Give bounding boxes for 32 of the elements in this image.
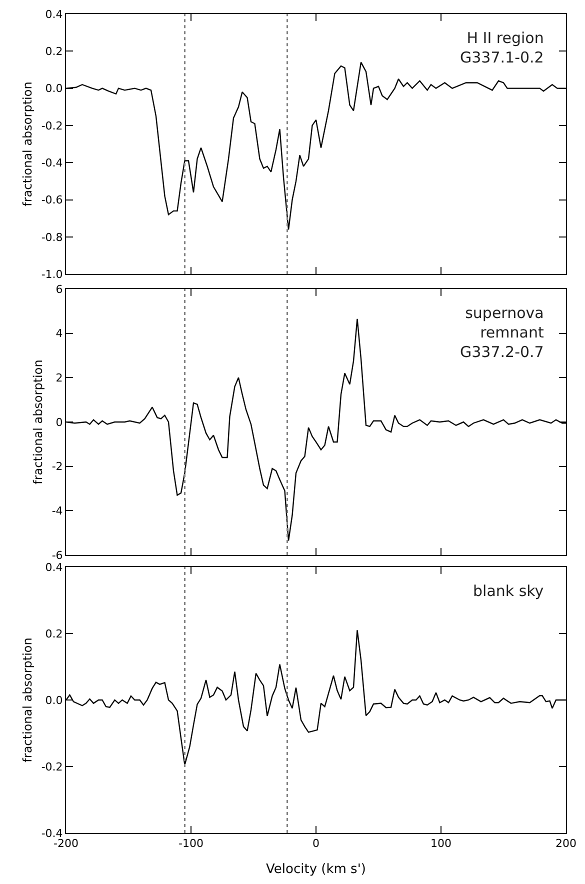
y-tick-label: -1.0 (41, 268, 63, 281)
y-tick-label: -4 (52, 504, 63, 518)
y-tick-label: -0.6 (41, 194, 63, 207)
y-tick-label: 0.4 (45, 8, 63, 21)
y-tick-label: 0.2 (45, 45, 63, 58)
y-tick-label: 4 (56, 327, 63, 340)
x-tick-label: -200 (54, 837, 78, 850)
y-axis-title: fractional absorption (20, 638, 35, 762)
y-axis-title: fractional absorption (20, 82, 35, 206)
y-tick-label: -0.2 (41, 760, 63, 774)
y-tick-label: -2 (52, 460, 63, 474)
x-axis-title: Velocity (km s') (266, 862, 366, 877)
y-tick-label: -6 (52, 548, 63, 562)
x-tick-label: 100 (430, 837, 452, 850)
x-tick-label: 200 (556, 837, 576, 850)
y-tick-label: 0.2 (45, 627, 63, 640)
y-tick-label: 0.4 (45, 560, 63, 574)
y-tick-label: 6 (56, 282, 63, 296)
y-tick-label: 0.0 (45, 82, 63, 96)
y-tick-label: 0.0 (45, 694, 63, 707)
x-tick-label: -100 (178, 837, 204, 850)
y-tick-label: -0.2 (41, 119, 63, 132)
y-tick-label: -0.8 (41, 230, 63, 244)
y-tick-label: 0 (56, 416, 63, 429)
y-tick-label: -0.4 (41, 826, 63, 840)
y-tick-label: 2 (56, 372, 63, 385)
y-axis-title: fractional absorption (31, 360, 46, 484)
annotation: blank sky (473, 582, 544, 600)
annotation: supernova remnant G337.2-0.7 (460, 304, 544, 361)
x-tick-label: 0 (312, 837, 320, 850)
annotation: H II region G337.1-0.2 (460, 29, 544, 66)
y-tick-label: -0.4 (41, 156, 63, 170)
